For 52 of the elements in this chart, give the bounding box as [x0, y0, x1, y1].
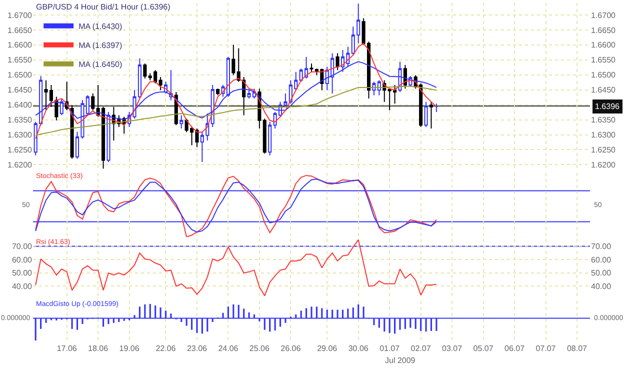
y-tick-label: 1.6650	[8, 26, 33, 35]
y-tick-label: 60.00	[12, 255, 33, 264]
legend-label: MA (1.6450)	[78, 60, 122, 70]
x-tick-label: 26.06	[280, 344, 302, 353]
y-tick-label: 1.6350	[8, 116, 33, 125]
y2-tick-label: 60.00	[591, 255, 612, 264]
x-tick-label: 01.07	[380, 344, 400, 353]
x-tick-label: 30.06	[348, 344, 369, 353]
x-tick-label: 22.06	[156, 344, 176, 353]
y-tick-label: 1.6200	[8, 160, 33, 170]
y2-tick-label: 1.6200	[591, 160, 616, 170]
x-tick-label: 03.07	[442, 344, 463, 353]
x-tick-label: 25.06	[249, 344, 270, 353]
y-tick-label: 1.6600	[8, 40, 33, 50]
x-tick-label: 06.07	[504, 344, 526, 353]
y2-tick-label: 1.6700	[591, 10, 616, 20]
x-tick-label: 19.06	[119, 344, 140, 353]
y-tick-label: 1.6500	[8, 70, 33, 80]
legend-label: MA (1.6397)	[78, 41, 122, 50]
y-tick-label: 1.6250	[8, 146, 33, 155]
y2-tick-label: 1.6350	[591, 116, 616, 125]
x-tick-label: 24.06	[218, 344, 239, 353]
x-tick-label: 29.06	[317, 344, 338, 353]
x-tick-label: 17.06	[56, 344, 78, 353]
y2-tick-label: 1.6600	[591, 40, 616, 50]
y2-tick-label: 1.6550	[591, 56, 616, 65]
y2-tick-label: 40.00	[591, 282, 612, 291]
y-tick-label: 1.6700	[8, 10, 33, 20]
x-tick-label: 23.06	[186, 344, 208, 353]
y2-tick-label: 1.6250	[591, 146, 616, 155]
y-tick-label: 40.00	[12, 282, 33, 291]
x-tick-label: 07.07	[536, 344, 556, 353]
y2-tick-label: 50.00	[591, 268, 612, 278]
legend-label: MA (1.6430)	[78, 22, 122, 32]
y-tick-label: 1.6300	[8, 130, 33, 140]
y2-tick-label: 70.00	[591, 242, 612, 251]
x-tick-label: 08.07	[566, 344, 588, 353]
y2-tick-label: 1.6650	[591, 26, 616, 35]
text: Jul 2009	[385, 356, 416, 365]
y-tick-label: 70.00	[12, 242, 33, 251]
x-tick-label: 18.06	[88, 344, 109, 353]
y2-tick-label: 1.6500	[591, 70, 616, 80]
x-tick-label: 05.07	[473, 344, 494, 353]
y-tick-label: 1.6450	[8, 86, 33, 95]
x-tick-label: 02.07	[410, 344, 432, 353]
chart-title: GBP/USD 4 Hour Bid/1 Hour (1.6396)	[36, 2, 171, 12]
y2-tick-label: 1.6450	[591, 86, 616, 95]
y-tick-label: 1.6400	[8, 100, 33, 110]
y2-tick-label: 1.6300	[591, 130, 616, 140]
y-tick-label: 1.6550	[8, 56, 33, 65]
ref-line-label: 1.6396	[595, 102, 620, 111]
y-tick-label: 50.00	[12, 268, 33, 278]
